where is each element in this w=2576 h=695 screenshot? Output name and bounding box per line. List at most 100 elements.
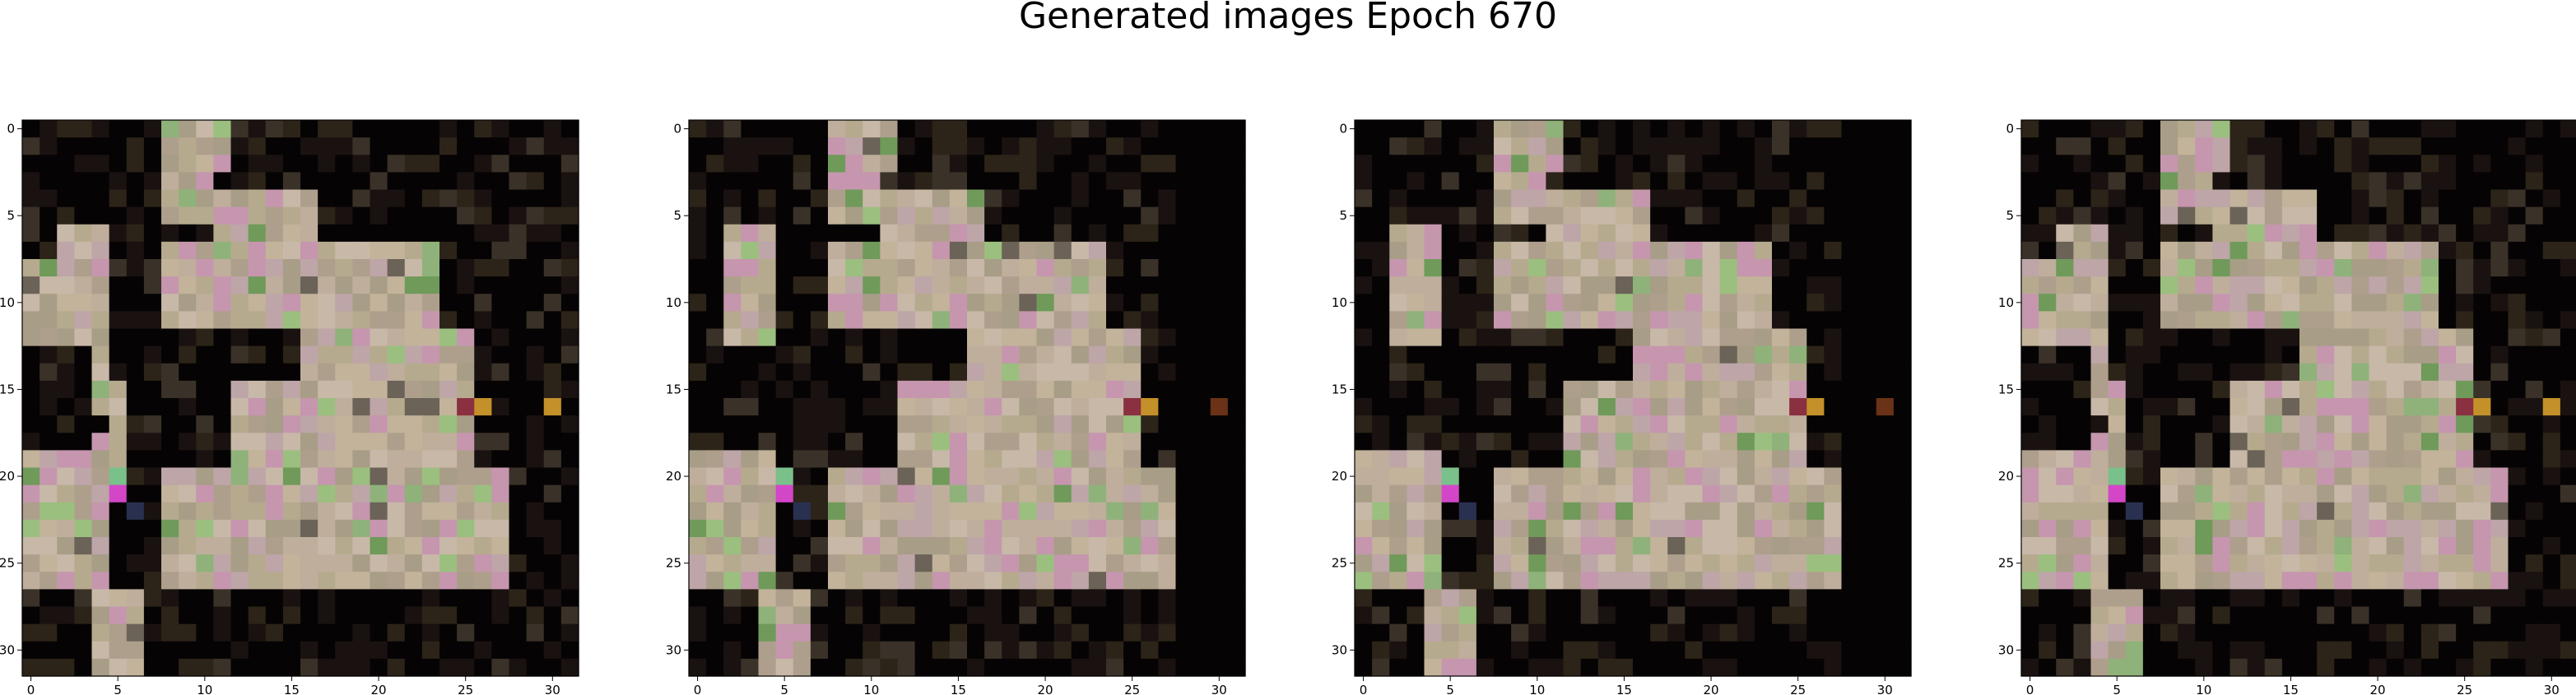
pixel xyxy=(457,259,475,277)
pixel xyxy=(1546,311,1565,330)
pixel xyxy=(1210,311,1229,330)
pixel xyxy=(91,172,110,191)
pixel xyxy=(914,450,933,469)
pixel xyxy=(689,120,707,138)
pixel xyxy=(1355,537,1373,555)
pixel xyxy=(474,623,492,642)
pixel xyxy=(1772,345,1790,364)
pixel xyxy=(22,380,40,399)
pixel xyxy=(370,641,388,660)
pixel xyxy=(2090,502,2109,521)
pixel xyxy=(1546,433,1565,451)
pixel xyxy=(2021,572,2039,590)
pixel xyxy=(143,589,162,608)
pixel xyxy=(1806,641,1825,660)
pixel xyxy=(2420,241,2439,260)
pixel xyxy=(1615,155,1634,173)
pixel xyxy=(810,519,829,538)
pixel xyxy=(1546,658,1565,677)
pixel xyxy=(335,311,353,330)
pixel xyxy=(22,345,40,364)
pixel xyxy=(1372,259,1390,277)
pixel xyxy=(845,658,863,677)
pixel xyxy=(2473,155,2491,173)
pixel xyxy=(1754,572,1773,590)
pixel xyxy=(2125,345,2144,364)
pixel xyxy=(880,259,899,277)
pixel xyxy=(318,450,336,469)
pixel xyxy=(2542,294,2561,312)
pixel xyxy=(2420,484,2439,503)
pixel xyxy=(1719,224,1738,243)
pixel xyxy=(1754,380,1773,399)
pixel xyxy=(741,554,760,572)
pixel xyxy=(1702,363,1721,382)
pixel xyxy=(179,189,197,208)
pixel xyxy=(2525,345,2544,364)
pixel xyxy=(880,433,899,451)
pixel xyxy=(1227,328,1246,347)
pixel xyxy=(2125,606,2144,625)
pixel xyxy=(196,554,214,572)
pixel xyxy=(2490,450,2509,469)
pixel xyxy=(2317,641,2335,660)
pixel xyxy=(2299,294,2318,312)
y-tick-label: 10 xyxy=(1998,295,2014,310)
pixel xyxy=(2456,641,2474,660)
pixel xyxy=(1737,572,1755,590)
y-tick-label: 20 xyxy=(1998,469,2014,484)
pixel xyxy=(1563,572,1582,590)
pixel xyxy=(2142,259,2161,277)
pixel xyxy=(949,641,968,660)
pixel xyxy=(2073,241,2092,260)
pixel xyxy=(143,502,162,521)
pixel xyxy=(2299,641,2318,660)
pixel xyxy=(2056,328,2074,347)
pixel xyxy=(793,484,811,503)
y-tick-label: 15 xyxy=(666,382,681,396)
pixel xyxy=(509,311,528,330)
pixel xyxy=(2490,398,2509,416)
pixel xyxy=(2456,537,2474,555)
pixel xyxy=(2247,328,2266,347)
pixel xyxy=(775,363,794,382)
pixel xyxy=(1389,311,1407,330)
pixel xyxy=(1407,120,1425,138)
pixel xyxy=(1407,380,1425,399)
pixel xyxy=(2039,537,2057,555)
pixel xyxy=(491,276,510,294)
pixel xyxy=(491,658,510,677)
pixel xyxy=(1719,120,1738,138)
pixel xyxy=(1424,172,1443,191)
pixel xyxy=(126,641,145,660)
pixel xyxy=(2386,224,2405,243)
pixel xyxy=(2125,589,2144,608)
pixel xyxy=(1458,484,1477,503)
pixel xyxy=(1019,623,1038,642)
pixel xyxy=(2073,658,2092,677)
pixel xyxy=(161,241,179,260)
pixel xyxy=(880,658,899,677)
pixel xyxy=(404,224,423,243)
pixel xyxy=(984,450,1002,469)
pixel xyxy=(1650,120,1668,138)
pixel xyxy=(2560,137,2576,155)
pixel xyxy=(1106,294,1124,312)
pixel xyxy=(1806,658,1825,677)
pixel xyxy=(560,641,579,660)
pixel xyxy=(1719,294,1738,312)
pixel xyxy=(932,259,951,277)
pixel xyxy=(793,606,811,625)
pixel xyxy=(2351,363,2370,382)
pixel xyxy=(2351,137,2370,155)
pixel xyxy=(1667,259,1686,277)
pixel xyxy=(845,172,863,191)
pixel xyxy=(196,450,214,469)
pixel xyxy=(1355,502,1373,521)
pixel xyxy=(1702,641,1721,660)
pixel xyxy=(1458,259,1477,277)
pixel xyxy=(1036,120,1055,138)
pixel xyxy=(1071,206,1090,225)
pixel xyxy=(1563,206,1582,225)
